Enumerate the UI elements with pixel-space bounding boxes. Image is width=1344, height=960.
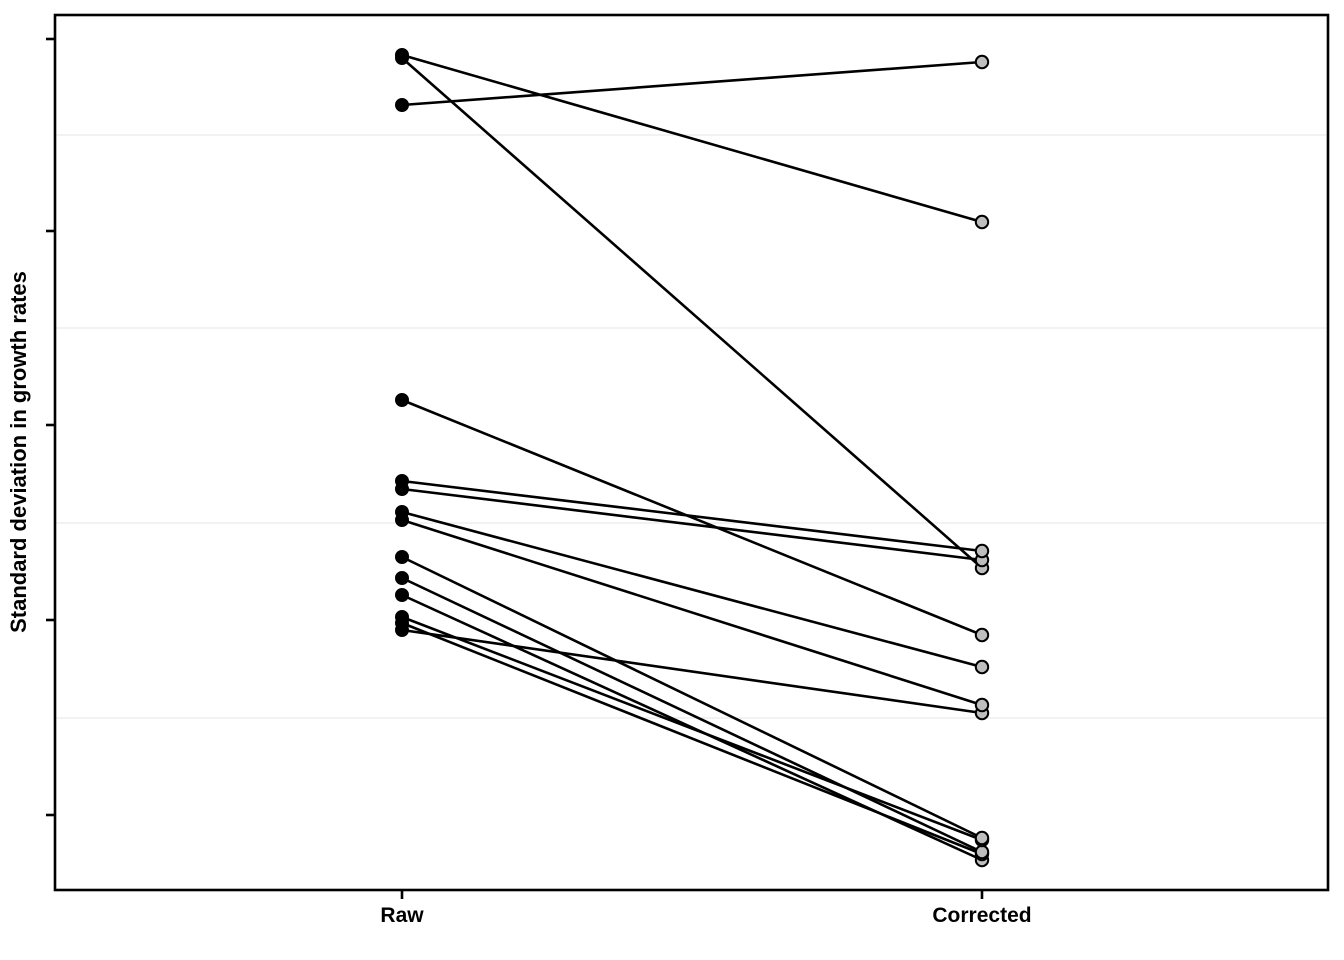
corrected-data-point <box>974 627 990 643</box>
raw-data-point <box>394 392 409 407</box>
y-axis-title: Standard deviation in growth rates <box>6 271 31 633</box>
corrected-data-point <box>974 54 990 70</box>
slope-line <box>400 576 984 854</box>
slope-line <box>400 555 984 840</box>
raw-data-point <box>394 622 409 637</box>
corrected-data-point <box>974 697 990 713</box>
slope-line <box>400 510 984 669</box>
corrected-data-point <box>974 214 990 230</box>
slope-line <box>400 53 984 224</box>
panel-border <box>53 13 1330 892</box>
slope-line <box>400 479 984 553</box>
x-axis-label-corrected: Corrected <box>932 904 1031 927</box>
slope-line <box>400 518 984 707</box>
raw-data-point <box>394 481 409 496</box>
raw-data-point <box>394 549 409 564</box>
axis-ticks-group <box>46 37 984 899</box>
raw-data-point <box>394 570 409 585</box>
slope-line <box>400 60 984 107</box>
slope-line <box>400 487 984 562</box>
x-axis-label-raw: Raw <box>380 904 424 927</box>
raw-data-point <box>394 50 409 65</box>
raw-data-point <box>394 98 409 113</box>
corrected-data-point <box>974 659 990 675</box>
slope-line <box>400 615 984 842</box>
corrected-data-point <box>974 543 990 559</box>
slope-line <box>400 398 984 637</box>
corrected-data-point <box>974 830 990 846</box>
slope-lines-group <box>400 53 984 862</box>
minor-gridlines-group <box>56 134 1327 719</box>
slope-line <box>400 628 984 715</box>
panel-frame-group <box>53 13 1330 892</box>
raw-data-point <box>394 512 409 527</box>
slope-line <box>400 621 984 856</box>
data-points-group <box>394 47 990 868</box>
slope-line <box>400 56 984 570</box>
raw-data-point <box>394 587 409 602</box>
corrected-data-point <box>974 844 990 860</box>
